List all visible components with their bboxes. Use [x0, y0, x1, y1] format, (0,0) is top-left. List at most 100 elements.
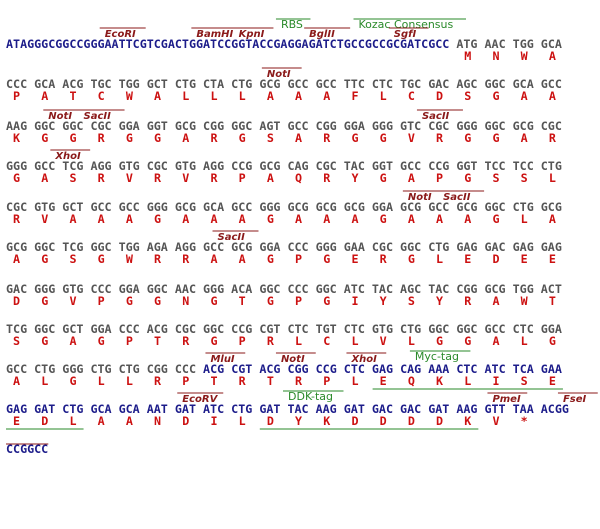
amino-acid: R	[210, 131, 218, 145]
amino-acid: G	[351, 131, 358, 145]
amino-acid: R	[210, 171, 218, 185]
dna-sequence: TCG GGC GCT GGA CCC ACG CGC GGC CCG CGT …	[6, 322, 562, 336]
amino-acid: W	[126, 89, 134, 103]
amino-acid: L	[408, 334, 415, 348]
amino-acid: V	[126, 171, 133, 185]
amino-acid: G	[380, 212, 387, 226]
dna-sequence: CCGGCC	[6, 442, 48, 456]
amino-acid: V	[492, 414, 499, 428]
amino-acid: L	[464, 374, 471, 388]
enzyme-label: XhoI	[54, 151, 81, 162]
amino-acid: T	[210, 374, 217, 388]
amino-acid: G	[210, 334, 217, 348]
amino-acid: A	[98, 414, 105, 428]
amino-acid: D	[267, 414, 274, 428]
amino-acid: V	[182, 171, 189, 185]
enzyme-label: SacII	[443, 192, 471, 203]
amino-acid: L	[351, 374, 358, 388]
dna-segment: ATG AAC TGG GCA	[456, 37, 562, 51]
amino-acid: E	[13, 414, 20, 428]
amino-acid: A	[41, 89, 48, 103]
enzyme-label: EcoRV	[182, 394, 218, 405]
amino-acid: G	[126, 131, 133, 145]
enzyme-label: SacII	[422, 111, 450, 122]
amino-acid: N	[492, 49, 499, 63]
amino-acid: R	[464, 294, 472, 308]
amino-acid: R	[98, 131, 106, 145]
dna-segment: GCG GGC TCG GGC TGG AGA AGG GCC GCG GGA …	[6, 240, 562, 254]
amino-acid: R	[182, 252, 190, 266]
amino-acid: Y	[380, 294, 387, 308]
amino-acid: R	[267, 334, 275, 348]
amino-acid: G	[210, 294, 217, 308]
amino-acid: A	[267, 89, 274, 103]
amino-acid: D	[41, 414, 48, 428]
amino-acid: E	[549, 374, 556, 388]
amino-acid: G	[408, 252, 415, 266]
amino-acid: Y	[436, 294, 443, 308]
amino-acid: G	[380, 171, 387, 185]
amino-acid: S	[492, 171, 499, 185]
amino-acid: G	[323, 252, 330, 266]
amino-acid: L	[41, 374, 48, 388]
amino-acid: G	[436, 334, 443, 348]
amino-acid: G	[154, 212, 161, 226]
enzyme-label: FseI	[563, 394, 587, 405]
amino-acid: R	[436, 131, 444, 145]
amino-acid: A	[69, 334, 76, 348]
amino-acid: A	[436, 212, 443, 226]
amino-acid: L	[210, 89, 217, 103]
dna-segment: TCG GGC GCT GGA CCC ACG CGC GGC CCG CGT …	[6, 322, 562, 336]
amino-acid: A	[210, 252, 217, 266]
amino-acid: D	[492, 252, 499, 266]
amino-acid: A	[492, 294, 499, 308]
amino-acid: T	[549, 294, 556, 308]
amino-acid: A	[98, 212, 105, 226]
amino-acid: A	[464, 212, 471, 226]
amino-acid: G	[267, 252, 274, 266]
amino-acid: A	[182, 212, 189, 226]
amino-acid: G	[267, 212, 274, 226]
tag-label: RBS	[281, 18, 303, 31]
dna-segment: GGG GCC TCG AGG GTG CGC GTG AGG CCG GCG …	[6, 159, 562, 173]
amino-acid: A	[154, 89, 161, 103]
amino-acid: G	[69, 131, 76, 145]
amino-acid: D	[436, 414, 443, 428]
amino-acid: G	[41, 252, 48, 266]
enzyme-label: BamHI	[196, 29, 233, 40]
amino-acid: A	[295, 89, 302, 103]
amino-acid: E	[521, 252, 528, 266]
amino-acid: S	[408, 294, 415, 308]
amino-acid: Y	[351, 171, 358, 185]
amino-acid: K	[13, 131, 20, 145]
amino-acid: A	[408, 212, 415, 226]
amino-acid: L	[69, 414, 76, 428]
amino-acid: K	[464, 414, 471, 428]
amino-acid: G	[492, 212, 499, 226]
amino-acid: A	[267, 171, 274, 185]
amino-acid: D	[182, 414, 189, 428]
tag-label: Kozac Consensus	[359, 18, 454, 31]
amino-acid: G	[154, 131, 161, 145]
amino-acid: A	[182, 131, 189, 145]
amino-acid: P	[126, 334, 133, 348]
dna-sequence: GCG GGC TCG GGC TGG AGA AGG GCC GCG GGA …	[6, 240, 562, 254]
amino-acid: N	[182, 294, 189, 308]
amino-acid: S	[69, 252, 76, 266]
amino-acid: E	[380, 374, 387, 388]
amino-acid: A	[210, 212, 217, 226]
amino-acid: F	[351, 89, 358, 103]
amino-acid: G	[464, 334, 471, 348]
enzyme-label: NotI	[48, 111, 72, 122]
enzyme-label: PmeI	[492, 394, 521, 405]
amino-acid: L	[351, 334, 358, 348]
amino-acid: A	[351, 212, 358, 226]
dna-sequence: CGC GTG GCT GCC GCC GGG GCG GCA GCC GGG …	[6, 200, 562, 214]
amino-acid: S	[267, 131, 274, 145]
amino-acid: E	[549, 252, 556, 266]
enzyme-label: NotI	[281, 354, 305, 365]
amino-acid: T	[69, 89, 76, 103]
amino-acid: I	[210, 414, 217, 428]
amino-acid: P	[239, 171, 246, 185]
dna-segment: GAC GGG GTG CCC GGA GGC AAC GGG ACA GGC …	[6, 282, 562, 296]
